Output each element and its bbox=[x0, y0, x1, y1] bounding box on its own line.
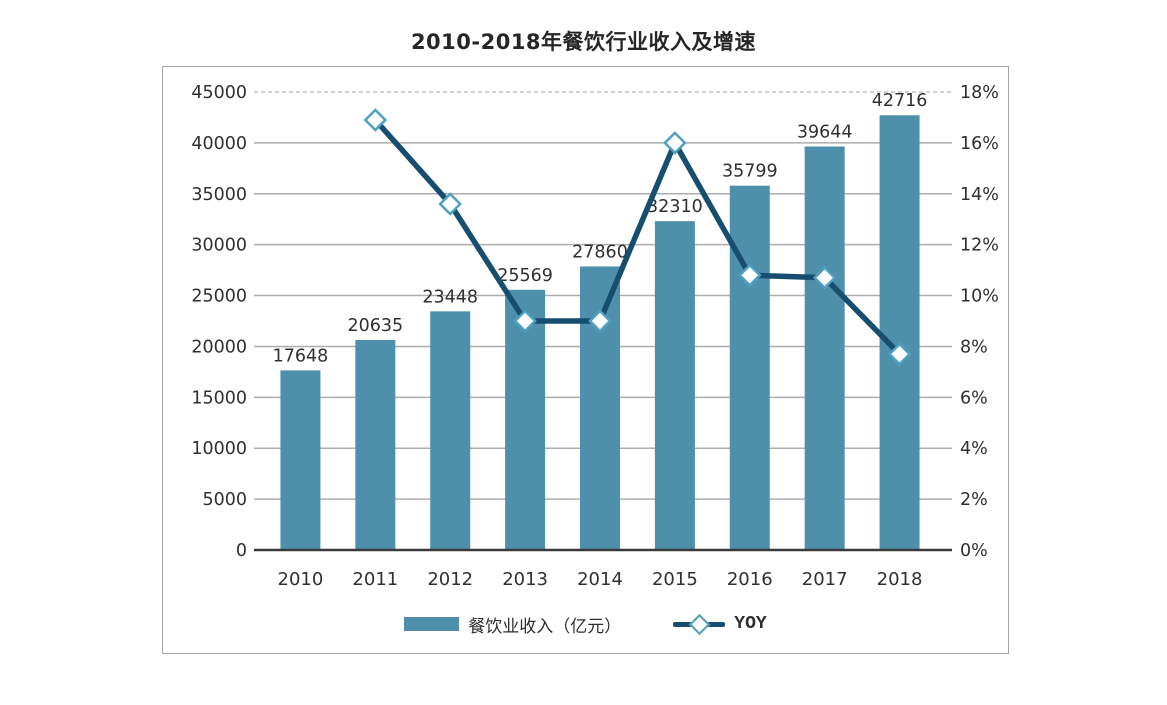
bar-2017 bbox=[804, 146, 845, 550]
chart-box: 17648 20635 23448 25569 27860 32310 35799 39644… bbox=[162, 66, 1009, 654]
x-axis-label-2012: 2012 bbox=[427, 569, 473, 590]
legend-diamond-marker-icon bbox=[689, 613, 711, 636]
bar-2012 bbox=[430, 311, 471, 550]
right-axis-tick-label: 8% bbox=[960, 337, 988, 357]
left-axis-tick-label: 20000 bbox=[191, 337, 247, 357]
x-axis-label-2017: 2017 bbox=[802, 569, 848, 590]
right-axis-tick-label: 0% bbox=[960, 541, 988, 561]
bar-value-label: 17648 bbox=[273, 346, 329, 366]
yoy-marker-2017 bbox=[812, 265, 837, 290]
bar-2016 bbox=[729, 185, 770, 550]
right-axis-tick-label: 16% bbox=[960, 134, 999, 154]
chart-plot-area: 17648 20635 23448 25569 27860 32310 35799 39644… bbox=[191, 83, 999, 590]
bar-value-label: 23448 bbox=[422, 287, 478, 307]
right-axis-tick-label: 6% bbox=[960, 388, 988, 408]
left-axis-tick-label: 5000 bbox=[202, 490, 247, 510]
bar-value-label: 39644 bbox=[797, 123, 853, 143]
yoy-marker-2016 bbox=[738, 263, 762, 287]
bar-value-label: 27860 bbox=[572, 242, 628, 262]
bar-2010 bbox=[280, 370, 321, 550]
bar-value-label: 20635 bbox=[347, 316, 403, 336]
bar-2014 bbox=[580, 266, 620, 550]
bar-value-label: 25569 bbox=[497, 266, 553, 286]
left-axis-tick-label: 0 bbox=[236, 541, 247, 561]
x-axis-label-2018: 2018 bbox=[877, 569, 923, 590]
legend-item-revenue: 餐饮业收入（亿元） bbox=[404, 612, 621, 637]
legend-line-label: YOY bbox=[734, 614, 767, 634]
yoy-marker-2013 bbox=[513, 309, 537, 333]
x-axis-label-2011: 2011 bbox=[352, 569, 398, 590]
right-axis-tick-label: 18% bbox=[960, 83, 999, 103]
left-axis-tick-label: 25000 bbox=[191, 287, 247, 307]
x-axis-label-2016: 2016 bbox=[727, 569, 773, 590]
bar-2018 bbox=[879, 115, 920, 551]
left-axis-tick-label: 45000 bbox=[191, 83, 247, 103]
bar-2015 bbox=[654, 221, 695, 550]
legend-item-yoy: YOY bbox=[673, 613, 767, 636]
yoy-line bbox=[372, 117, 903, 357]
right-axis-tick-label: 14% bbox=[960, 185, 999, 205]
chart-title: 2010-2018年餐饮行业收入及增速 bbox=[410, 30, 757, 54]
x-axis-label-2010: 2010 bbox=[278, 569, 324, 590]
yoy-marker-2014 bbox=[588, 309, 612, 333]
right-axis-tick-label: 12% bbox=[960, 236, 999, 256]
x-axis-label-2014: 2014 bbox=[577, 569, 623, 590]
legend-line-swatch-icon bbox=[673, 613, 726, 636]
yoy-marker-2015 bbox=[663, 131, 687, 155]
bar-value-label: 42716 bbox=[872, 91, 928, 111]
left-axis-tick-label: 35000 bbox=[191, 185, 247, 205]
yoy-marker-2018 bbox=[887, 342, 912, 366]
yoy-marker-2011 bbox=[363, 108, 388, 132]
left-axis-tick-label: 40000 bbox=[191, 134, 247, 154]
right-axis-tick-label: 2% bbox=[960, 490, 988, 510]
legend-bar-label: 餐饮业收入（亿元） bbox=[468, 616, 622, 637]
right-axis-tick-label: 10% bbox=[960, 287, 999, 307]
bar-value-label: 35799 bbox=[722, 162, 778, 182]
left-axis-tick-label: 30000 bbox=[191, 236, 247, 256]
x-axis-label-2013: 2013 bbox=[502, 569, 548, 590]
bar-value-label: 32310 bbox=[647, 197, 703, 217]
legend-bar-swatch-icon bbox=[404, 617, 460, 631]
right-axis-tick-label: 4% bbox=[960, 439, 988, 459]
bar-2013 bbox=[505, 289, 546, 550]
bar-2011 bbox=[355, 339, 396, 550]
left-axis-tick-label: 10000 bbox=[191, 439, 247, 459]
left-axis-tick-label: 15000 bbox=[191, 388, 247, 408]
legend: 餐饮业收入（亿元） YOY bbox=[163, 608, 1008, 640]
x-axis-label-2015: 2015 bbox=[652, 569, 698, 590]
yoy-marker-2012 bbox=[438, 192, 462, 216]
